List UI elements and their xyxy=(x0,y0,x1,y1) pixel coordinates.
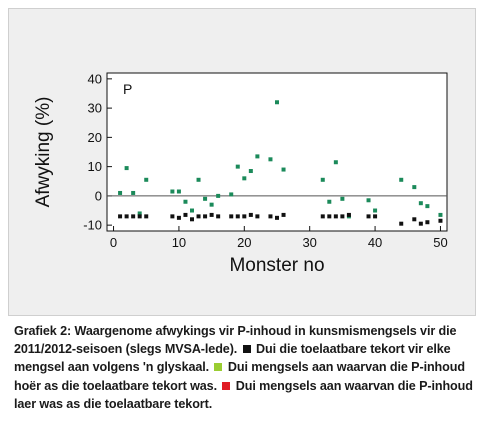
swatch-black-square xyxy=(242,345,251,354)
green-data-point xyxy=(366,198,371,203)
figure-panel: 0 10 20 30 40 50 -10 0 10 20 30 40 P Afwyking (%) M… xyxy=(8,8,476,316)
y-tick-label: -10 xyxy=(83,218,102,233)
green-data-point xyxy=(183,199,188,204)
y-axis-title: Afwyking (%) xyxy=(33,97,54,208)
black-data-point xyxy=(255,214,260,219)
green-data-point xyxy=(373,208,378,213)
black-data-point xyxy=(170,214,175,219)
black-data-point xyxy=(124,214,129,219)
green-data-point xyxy=(320,177,325,182)
black-data-point xyxy=(235,214,240,219)
axis-ticks: 0 10 20 30 40 50 -10 0 10 20 30 40 xyxy=(83,71,447,250)
black-data-point xyxy=(144,214,149,219)
x-tick-label: 40 xyxy=(368,235,382,250)
green-data-point xyxy=(418,201,423,206)
green-data-point xyxy=(340,196,345,201)
y-tick-label: 0 xyxy=(95,188,102,203)
black-data-point xyxy=(137,214,142,219)
y-tick-label: 20 xyxy=(88,130,102,145)
green-data-point xyxy=(281,167,286,172)
x-tick-label: 10 xyxy=(172,235,186,250)
green-data-point xyxy=(209,202,214,207)
green-data-point xyxy=(118,190,123,195)
black-data-point xyxy=(373,214,378,219)
green-data-point xyxy=(438,212,443,217)
green-data-point xyxy=(196,177,201,182)
caption-text-3: Dui mengsels aan waarvan die P-inhoud ho… xyxy=(14,360,465,393)
green-data-point xyxy=(255,154,260,159)
black-data-point xyxy=(346,212,351,217)
black-data-point xyxy=(320,214,325,219)
black-data-point xyxy=(190,217,194,222)
green-data-point xyxy=(235,164,240,169)
green-data-point xyxy=(170,189,175,194)
green-data-point xyxy=(399,177,404,182)
black-data-point xyxy=(248,212,253,217)
x-tick-label: 50 xyxy=(433,235,447,250)
x-tick-label: 20 xyxy=(237,235,251,250)
green-data-point xyxy=(248,169,253,174)
y-tick-label: 30 xyxy=(88,101,102,116)
black-data-point xyxy=(327,214,332,219)
green-data-point xyxy=(327,199,332,204)
green-data-point xyxy=(131,190,136,195)
green-data-point xyxy=(203,196,208,201)
caption-text-2: Dui die toelaatbare tekort vir elke meng… xyxy=(14,342,451,375)
swatch-green-square xyxy=(214,363,223,372)
black-data-point xyxy=(203,214,208,219)
black-data-point xyxy=(183,212,188,217)
green-data-point xyxy=(124,166,129,171)
data-points xyxy=(118,100,443,226)
scatter-chart: 0 10 20 30 40 50 -10 0 10 20 30 40 P Afwyking (%) M… xyxy=(33,71,448,276)
black-data-point xyxy=(131,214,136,219)
green-data-point xyxy=(176,189,181,194)
green-data-point xyxy=(137,211,142,216)
black-data-point xyxy=(216,214,221,219)
green-data-point xyxy=(144,177,149,182)
black-data-point xyxy=(399,221,404,226)
black-data-point xyxy=(196,214,201,219)
swatch-red-square xyxy=(222,381,231,390)
black-data-point xyxy=(275,215,279,220)
figure-caption: Grafiek 2: Waargenome afwykings vir P-in… xyxy=(14,322,482,413)
green-data-point xyxy=(412,185,417,190)
black-data-point xyxy=(333,214,338,219)
black-data-point xyxy=(366,214,371,219)
green-data-point xyxy=(268,157,273,162)
black-data-point xyxy=(340,214,345,219)
caption-text-1: Grafiek 2: Waargenome afwykings vir P-in… xyxy=(14,324,457,357)
x-tick-label: 30 xyxy=(302,235,316,250)
black-data-point xyxy=(281,212,286,217)
caption-text-4: Dui mengsels aan waarvan die P-inhoud la… xyxy=(14,378,473,411)
green-data-point xyxy=(190,208,194,213)
black-data-point xyxy=(268,214,273,219)
black-data-point xyxy=(118,214,123,219)
black-data-point xyxy=(229,214,234,219)
black-data-point xyxy=(412,217,417,222)
green-data-point xyxy=(425,204,430,209)
black-data-point xyxy=(425,220,430,225)
green-data-point xyxy=(275,100,279,105)
y-tick-label: 40 xyxy=(88,71,102,86)
black-data-point xyxy=(209,212,214,217)
plot-area xyxy=(106,72,448,232)
green-data-point xyxy=(229,192,234,197)
black-data-point xyxy=(176,215,181,220)
x-axis-title: Monster no xyxy=(229,255,324,276)
x-tick-label: 0 xyxy=(110,235,117,250)
y-tick-label: 10 xyxy=(88,159,102,174)
black-data-point xyxy=(242,214,247,219)
green-data-point xyxy=(333,160,338,165)
green-data-point xyxy=(216,193,221,198)
black-data-point xyxy=(438,218,443,223)
black-data-point xyxy=(418,221,423,226)
panel-label: P xyxy=(123,81,132,97)
green-data-point xyxy=(242,176,247,181)
